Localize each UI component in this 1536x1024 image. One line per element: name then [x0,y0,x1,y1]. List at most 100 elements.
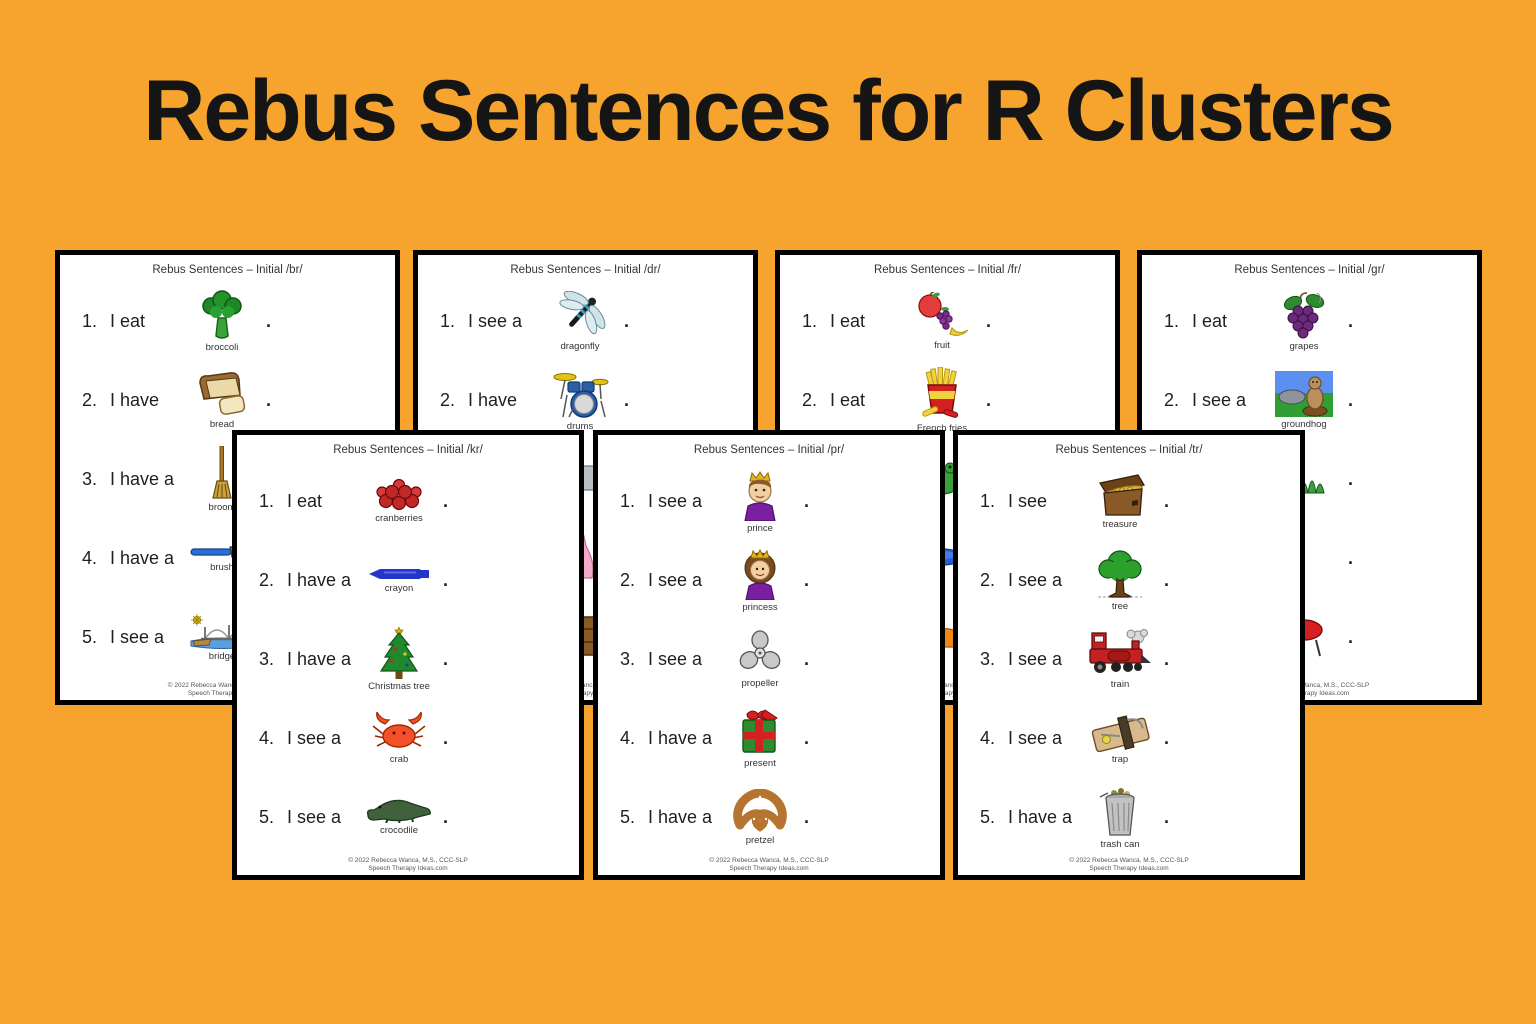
french-fries-icon [920,366,964,421]
copyright-line: © 2022 Rebecca Wanca, M.S., CCC-SLP [525,682,646,689]
sentence-row: 2. I see a groundhog. [1142,360,1477,440]
worksheet-title: Rebus Sentences – Initial /fr/ [873,264,1022,276]
sentence-period: . [804,727,810,748]
item-number: 3. [82,468,98,489]
item-caption: present [744,757,776,769]
rebus-figure: present [728,708,792,769]
sentence-row: 1. I see a dragonfly. [418,281,753,361]
sentence-period: . [1348,626,1354,647]
rebus-figure: train [1088,628,1152,690]
sentence-text: I see a [110,626,165,647]
item-number: 4. [82,547,98,568]
sentence-row: 3. I have a Christmas tree. [237,619,579,699]
sentence-row: 1. I eat grapes. [1142,281,1477,361]
item-number: 3. [980,648,996,669]
sentence-text: I have a [648,727,713,748]
copyright-line: © 2022 Rebecca Wanca, M.S., CCC-SLP [887,682,1008,689]
item-caption: broom [208,501,236,513]
copyright-line: © 2022 Rebecca Wanca, M.S., CCC-SLP [1249,682,1370,689]
item-number: 3. [620,648,636,669]
item-number: 2. [82,389,98,410]
rebus-figure: groundhog [1272,370,1336,430]
sentence-text: I see a [468,310,523,331]
rebus-figure: treasure [1088,473,1152,530]
item-caption: cranberries [375,512,423,524]
sentence-row: 2. I have drums. [418,360,753,440]
item-caption: dragonfly [560,340,600,352]
worksheet-title: Rebus Sentences – Initial /gr/ [1234,264,1385,276]
crayon-icon [368,567,430,581]
worksheet-page-6: Rebus Sentences – Initial /pr/1. I see a p… [593,430,945,880]
copyright-line: © 2022 Rebecca Wanca, M.S., CCC-SLP [709,857,829,864]
trap-icon [1089,712,1151,752]
rebus-figure: French fries [910,366,974,434]
page-title: Rebus Sentences for R Clusters [143,63,1394,159]
sentence-period: . [443,490,449,511]
sentence-period: . [804,806,810,827]
item-caption: prince [747,522,773,534]
worksheet-page-7: Rebus Sentences – Initial /tr/1. I see tre… [953,430,1305,880]
sentence-period: . [443,727,449,748]
sentence-period: . [1164,806,1170,827]
item-caption: pretzel [745,834,775,846]
sentence-period: . [1348,389,1354,410]
item-number: 2. [440,389,456,410]
item-number: 4. [259,727,275,748]
cranberries-icon [374,478,424,511]
sentence-text: I have a [287,648,352,669]
item-caption: grapes [1289,340,1319,352]
sentence-row: 3. I see a train. [958,619,1300,699]
fruit-icon [914,291,970,338]
item-caption: Christmas tree [368,680,430,692]
rebus-figure: prince [728,469,792,534]
rebus-figure: tree [1088,549,1152,612]
rebus-figure: bread [190,371,254,430]
worksheet-title: Rebus Sentences – Initial /kr/ [333,444,483,456]
copyright-line: © 2022 Rebecca Wanca, M.S., CCC-SLP [167,682,288,689]
sentence-row: 5. I have a pretzel. [598,777,940,857]
broom-icon [212,445,232,500]
sentence-text: I eat [830,389,866,410]
sentence-row: 1. I eat broccoli. [60,281,395,361]
worksheet-footer: © 2022 Rebecca Wanca, M.S., CCC-SLP Speec… [958,857,1300,872]
item-caption: fruit [934,339,950,351]
worksheet-page-5: Rebus Sentences – Initial /kr/1. I eat cra… [232,430,584,880]
sentence-text: I eat [110,310,146,331]
sentence-row: 4. I see a trap. [958,698,1300,778]
item-caption: propeller [741,677,779,689]
sentence-text: I see a [1192,389,1247,410]
worksheet-footer: © 2022 Rebecca Wanca, M.S., CCC-SLP Speec… [1142,682,1477,697]
sentence-period: . [443,806,449,827]
worksheet-title: Rebus Sentences – Initial /tr/ [1055,444,1203,456]
item-caption: treasure [1102,518,1138,530]
item-caption: crab [389,753,409,765]
tree-icon [1096,549,1144,599]
sentence-row: 5. I have a trash can. [958,777,1300,857]
sentence-period: . [804,648,810,669]
item-caption: trap [1111,753,1129,765]
item-number: 1. [980,490,996,511]
item-caption: crayon [384,582,414,594]
princess-icon [737,548,783,600]
sentence-text: I see a [1008,727,1063,748]
item-caption: French fries [916,422,968,434]
item-number: 2. [802,389,818,410]
rebus-figure: dragonfly [548,290,612,352]
sentence-row: 2. I eat French fries. [780,360,1115,440]
item-number: 1. [82,310,98,331]
sentence-period: . [1348,468,1354,489]
website-line: Speech Therapy Ideas.com [907,689,988,697]
bread-icon [196,371,248,417]
item-number: 2. [1164,389,1180,410]
sentence-row: 2. I see a tree. [958,540,1300,620]
sentence-text: I see a [287,806,342,827]
website-line: Speech Therapy Ideas.com [545,689,626,697]
sentence-text: I have [110,389,160,410]
sentence-period: . [443,648,449,669]
sentence-row: 2. I have a crayon. [237,540,579,620]
sentence-period: . [1348,547,1354,568]
sentence-text: I eat [1192,310,1228,331]
website-line: Speech Therapy Ideas.com [1089,864,1169,872]
item-caption: drums [566,420,594,432]
sentence-text: I have a [1008,806,1073,827]
